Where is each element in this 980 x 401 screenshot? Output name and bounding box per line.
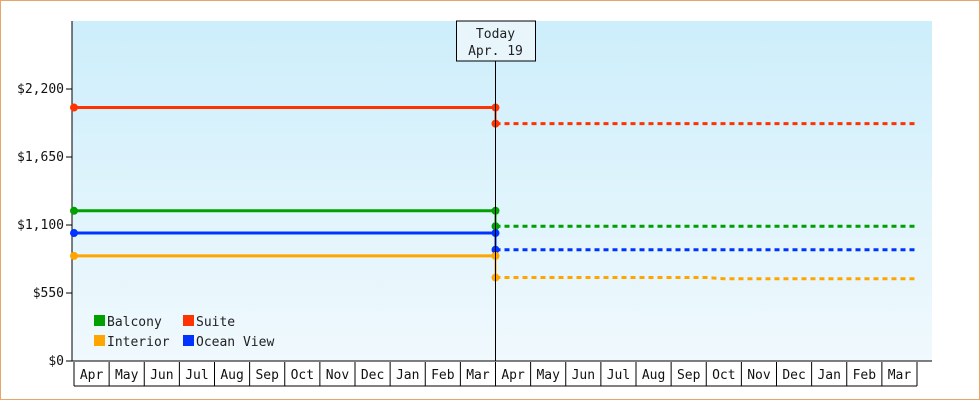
month-label: Oct xyxy=(291,368,314,383)
month-label: Jun xyxy=(572,368,595,383)
data-point xyxy=(70,206,78,215)
forecast-line xyxy=(495,276,917,281)
legend-item-suite: Suite xyxy=(183,315,235,330)
month-label: Feb xyxy=(853,368,877,383)
month-label: Feb xyxy=(431,368,455,383)
month-label: May xyxy=(536,368,560,383)
plot-background xyxy=(72,21,932,361)
month-label: Apr xyxy=(501,368,525,383)
axes: $0 $550 $1,100 $1,650 $2,200 Apr May Jun Jul Aug S… xyxy=(17,21,932,387)
legend-item-balcony: Balcony xyxy=(94,315,162,330)
y-tick-label: $550 xyxy=(33,286,64,301)
month-label: May xyxy=(115,368,139,383)
legend-item-interior: Interior xyxy=(94,335,170,350)
month-label: Sep xyxy=(677,368,701,383)
month-label: Jan xyxy=(817,368,840,383)
legend-swatch xyxy=(183,315,194,326)
today-title: Today xyxy=(476,27,515,42)
data-point xyxy=(70,251,78,260)
legend-item-ocean-view: Ocean View xyxy=(183,335,274,350)
month-label: Dec xyxy=(782,368,805,383)
month-label: Dec xyxy=(361,368,384,383)
today-box xyxy=(456,20,536,62)
month-label: Jan xyxy=(396,368,419,383)
month-label: Aug xyxy=(220,368,243,383)
y-tick-label: $1,650 xyxy=(17,150,64,165)
legend-label: Suite xyxy=(196,315,235,330)
y-tick-label: $0 xyxy=(48,354,64,369)
legend-label: Ocean View xyxy=(196,335,274,350)
series-layer xyxy=(70,103,917,282)
legend-swatch xyxy=(183,335,194,346)
today-marker: Today Apr. 19 xyxy=(456,20,536,361)
month-label: Oct xyxy=(712,368,735,383)
today-date: Apr. 19 xyxy=(468,44,523,59)
data-point xyxy=(70,229,78,238)
data-point xyxy=(70,103,78,112)
month-label: Aug xyxy=(642,368,665,383)
month-label: Jun xyxy=(150,368,173,383)
month-label: Nov xyxy=(326,368,350,383)
legend-swatch xyxy=(94,315,105,326)
month-label: Jul xyxy=(607,368,630,383)
legend: Balcony Suite Interior Ocean View xyxy=(94,315,274,350)
legend-label: Balcony xyxy=(107,315,162,330)
legend-label: Interior xyxy=(107,335,170,350)
y-tick-label: $1,100 xyxy=(17,218,64,233)
y-tick-label: $2,200 xyxy=(17,82,64,97)
month-label: Apr xyxy=(80,368,104,383)
month-label: Sep xyxy=(255,368,279,383)
month-label: Mar xyxy=(466,368,490,383)
month-label: Jul xyxy=(185,368,208,383)
legend-swatch xyxy=(94,335,105,346)
month-label: Mar xyxy=(888,368,912,383)
month-label: Nov xyxy=(747,368,771,383)
